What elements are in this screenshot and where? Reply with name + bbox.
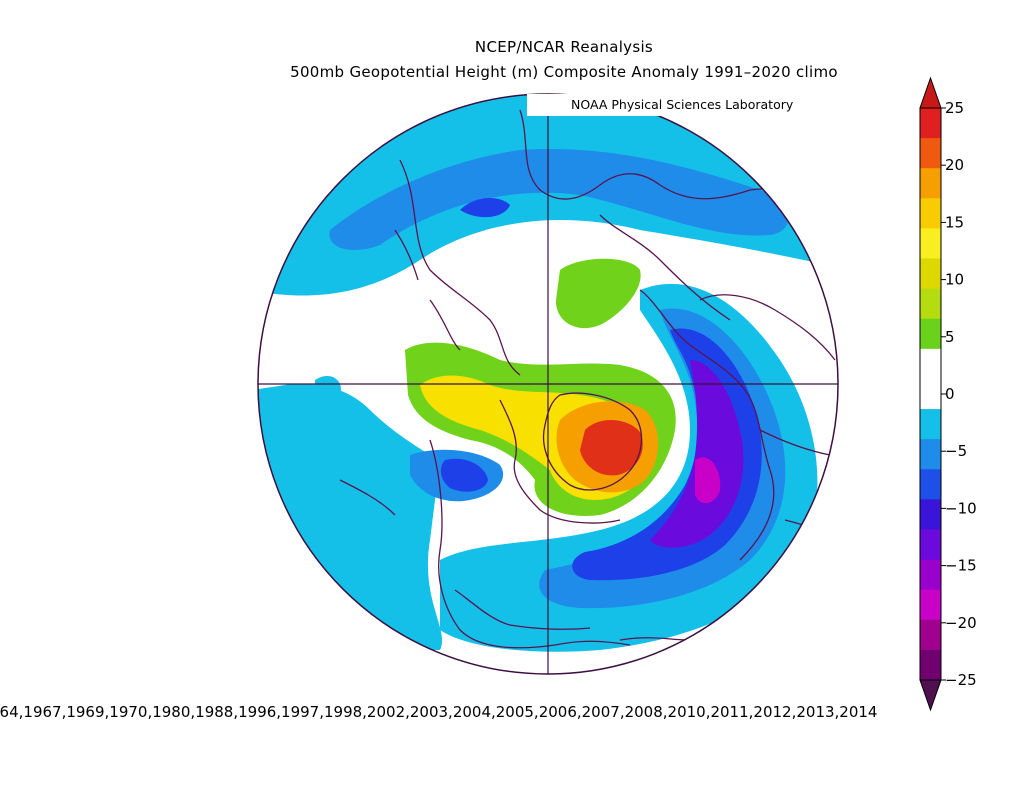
colorbar-cell xyxy=(920,108,941,139)
colorbar-cell xyxy=(920,409,941,440)
colorbar-cell xyxy=(920,439,941,470)
colorbar-cell xyxy=(920,258,941,290)
colorbar-label: −5 xyxy=(945,442,967,460)
colorbar-label: −25 xyxy=(945,671,977,689)
anomaly-field xyxy=(258,94,838,674)
colorbar-cell xyxy=(920,499,941,530)
colorbar-cell xyxy=(920,619,941,651)
colorbar-label: −10 xyxy=(945,499,977,517)
colorbar-tip-bottom xyxy=(919,679,942,712)
credit-label: NOAA Physical Sciences Laboratory xyxy=(527,94,832,116)
colorbar-label: 20 xyxy=(945,156,964,174)
colorbar-label: 5 xyxy=(945,328,955,346)
anomaly-region-atlantic-purple xyxy=(650,360,744,548)
anomaly-region-pacific-blue-west xyxy=(315,375,341,401)
colorbar-cell xyxy=(920,138,941,169)
colorbar-cell xyxy=(920,589,941,621)
colorbar-cell xyxy=(920,348,941,380)
anomaly-region-pacific-blue xyxy=(440,458,488,492)
colorbar-cell xyxy=(920,168,941,199)
colorbar-label: 10 xyxy=(945,271,964,289)
colorbar-cell xyxy=(920,649,941,681)
anomaly-region-siberia-blue xyxy=(460,198,510,218)
colorbar-label: 0 xyxy=(945,385,955,403)
chart-subtitle: 500mb Geopotential Height (m) Composite … xyxy=(290,63,838,81)
colorbar-label: 15 xyxy=(945,213,964,231)
colorbar-cell xyxy=(920,228,941,260)
colorbar-cell xyxy=(920,559,941,591)
colorbar-cell xyxy=(920,529,941,561)
colorbar: 25 20 15 10 5 0 −5 −10 −15 −20 −25 xyxy=(919,76,977,712)
chart-title: NCEP/NCAR Reanalysis xyxy=(474,38,654,56)
colorbar-cell xyxy=(920,378,941,410)
colorbar-tip-top xyxy=(919,76,942,109)
anomaly-region-magenta xyxy=(695,457,721,504)
colorbar-cell xyxy=(920,469,941,500)
colorbar-label: 25 xyxy=(945,99,964,117)
colorbar-cell xyxy=(920,318,941,350)
colorbar-cell xyxy=(920,198,941,229)
anomaly-region-eurasia-neg2 xyxy=(329,149,789,250)
colorbar-label: −15 xyxy=(945,557,977,575)
anomaly-region-arctic-pos xyxy=(555,258,641,329)
colorbar-label: −20 xyxy=(945,614,977,632)
colorbar-cell xyxy=(920,288,941,320)
composite-years-caption: 964,1967,1969,1970,1980,1988,1996,1997,1… xyxy=(0,703,878,721)
anomaly-region-red xyxy=(580,420,643,476)
anomaly-region-white-gap xyxy=(258,290,400,390)
